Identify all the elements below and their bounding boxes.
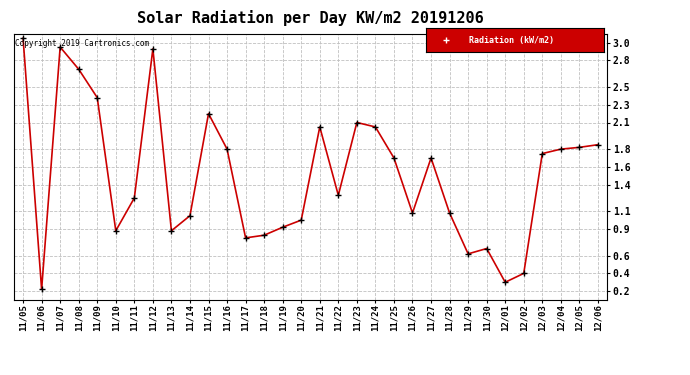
Title: Solar Radiation per Day KW/m2 20191206: Solar Radiation per Day KW/m2 20191206 — [137, 10, 484, 26]
Text: Copyright 2019 Cartronics.com: Copyright 2019 Cartronics.com — [15, 39, 149, 48]
